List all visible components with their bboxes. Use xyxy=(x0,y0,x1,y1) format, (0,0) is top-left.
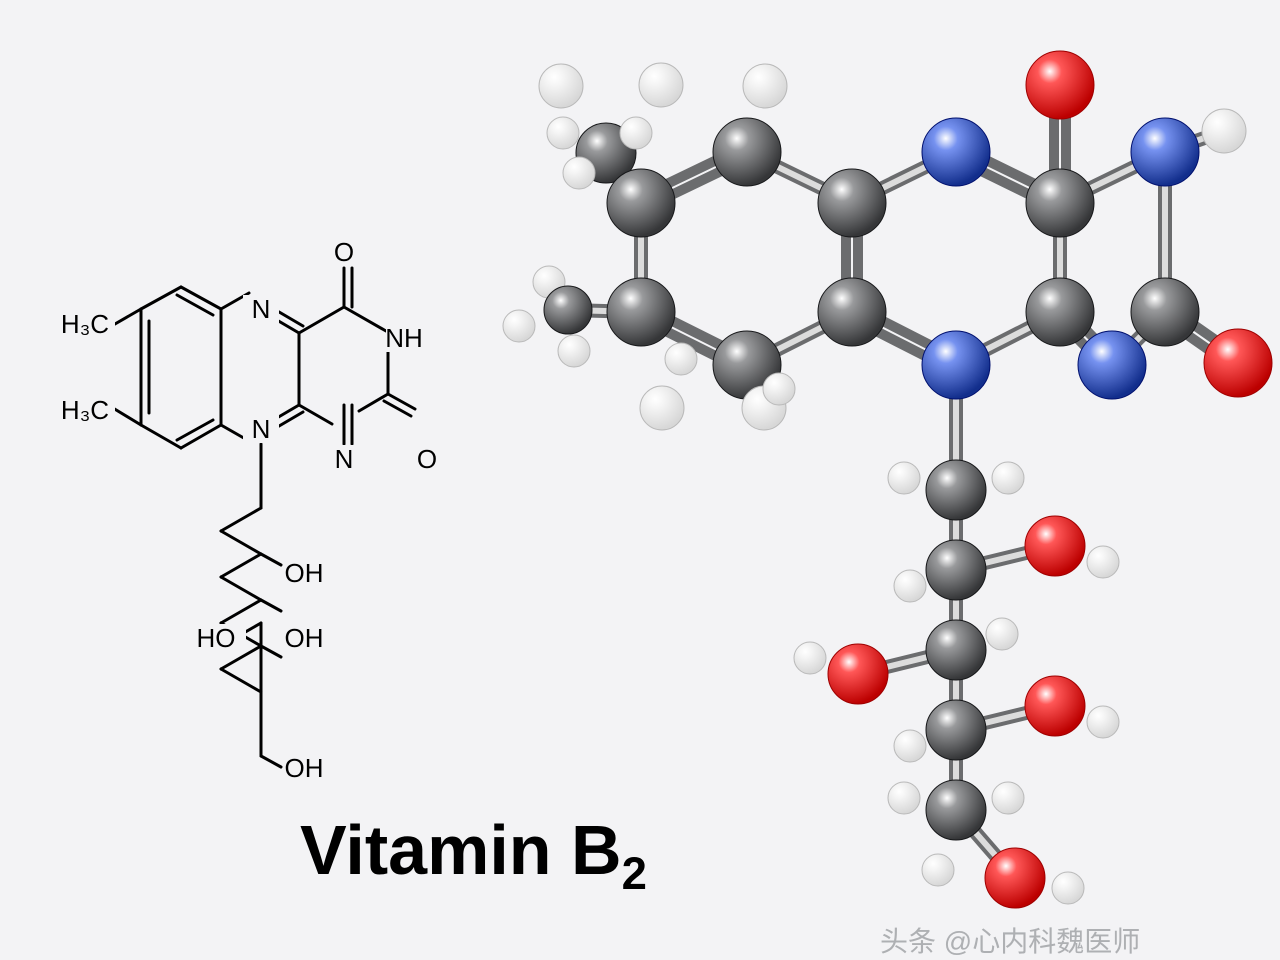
title-sub: 2 xyxy=(622,848,647,899)
atom-H xyxy=(1202,109,1246,153)
atom-C xyxy=(1131,278,1199,346)
atom-H xyxy=(639,63,683,107)
atom-N xyxy=(922,118,990,186)
atom-H xyxy=(1087,546,1119,578)
atom-O xyxy=(985,848,1045,908)
atom-label: O xyxy=(334,237,354,267)
title-main: Vitamin B xyxy=(300,811,622,889)
atom-H xyxy=(894,570,926,602)
atom-H xyxy=(539,64,583,108)
atom-H xyxy=(894,730,926,762)
atom-label: H₃C xyxy=(61,309,109,339)
atom-C xyxy=(607,278,675,346)
atom-C xyxy=(1026,278,1094,346)
compound-title: Vitamin B2 xyxy=(300,810,647,900)
atom-C xyxy=(607,169,675,237)
atom-H xyxy=(503,310,535,342)
atom-label: H₃C xyxy=(61,395,109,425)
atom-label: OH xyxy=(285,558,324,588)
atom-C xyxy=(926,780,986,840)
atom-C xyxy=(713,118,781,186)
atom-label: N xyxy=(335,444,354,474)
atom-N xyxy=(1131,118,1199,186)
atom-C xyxy=(926,620,986,680)
atom-C xyxy=(1026,169,1094,237)
atom-H xyxy=(986,618,1018,650)
atom-H xyxy=(640,386,684,430)
atom-O xyxy=(828,644,888,704)
atom-C xyxy=(818,169,886,237)
atom-H xyxy=(888,782,920,814)
atom-N xyxy=(1078,331,1146,399)
atom-C xyxy=(926,540,986,600)
atom-H xyxy=(992,462,1024,494)
atom-H xyxy=(1052,872,1084,904)
atom-O xyxy=(1204,329,1272,397)
watermark-text: 头条 @心内科魏医师 xyxy=(880,920,1140,960)
atom-H xyxy=(547,117,579,149)
atom-H xyxy=(922,854,954,886)
atom-N xyxy=(922,331,990,399)
atom-H xyxy=(563,157,595,189)
atom-H xyxy=(763,373,795,405)
atom-H xyxy=(665,343,697,375)
atom-label: HO xyxy=(197,623,236,653)
atom-H xyxy=(888,462,920,494)
atom-label: OH xyxy=(285,753,324,783)
ball-stick-model xyxy=(503,51,1272,908)
atom-C xyxy=(818,278,886,346)
atom-C xyxy=(544,286,592,334)
atom-label: O xyxy=(417,444,437,474)
atom-H xyxy=(620,117,652,149)
atom-H xyxy=(558,335,590,367)
atom-label: OH xyxy=(285,623,324,653)
atom-C xyxy=(926,700,986,760)
atom-O xyxy=(1026,51,1094,119)
atom-C xyxy=(926,460,986,520)
atom-label: N xyxy=(252,414,271,444)
atom-H xyxy=(992,782,1024,814)
atom-O xyxy=(1025,676,1085,736)
atom-label: N xyxy=(252,294,271,324)
atom-H xyxy=(1087,706,1119,738)
atom-H xyxy=(794,642,826,674)
atom-label: NH xyxy=(385,323,423,353)
atom-O xyxy=(1025,516,1085,576)
atom-H xyxy=(743,64,787,108)
structural-formula: H₃C H₃C N N N O NH O OH HO OH OH xyxy=(61,237,445,783)
